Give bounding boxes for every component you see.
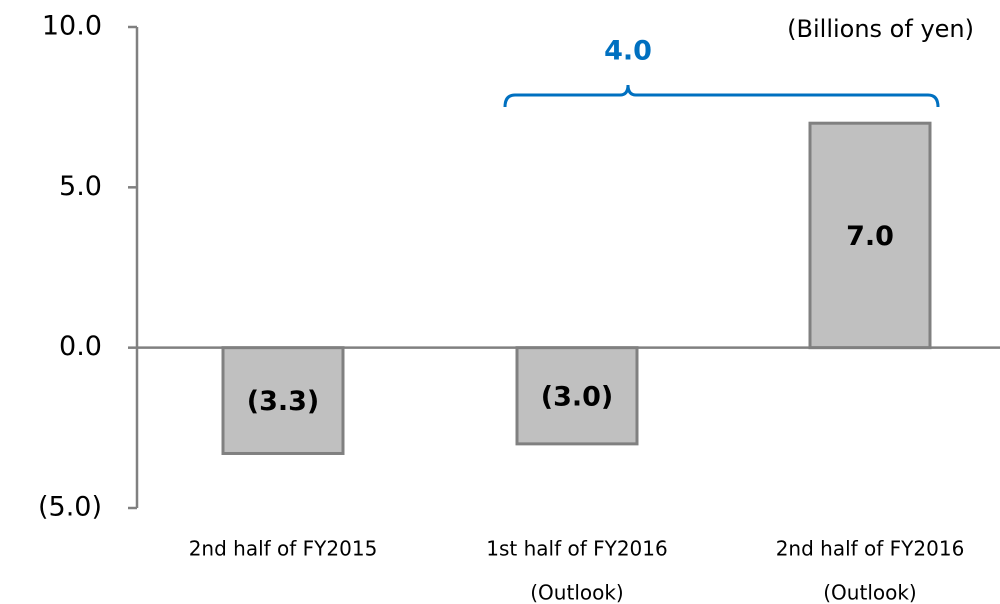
- y-tick-label: 10.0: [42, 11, 102, 42]
- x-tick-label: 2nd half of FY2016: [776, 537, 965, 561]
- x-tick-label: (Outlook): [823, 581, 916, 604]
- bar: [808, 121, 932, 350]
- x-tick-label: (Outlook): [530, 581, 623, 604]
- value-label: 7.0: [846, 221, 894, 252]
- bar: [515, 346, 639, 446]
- y-tick-label: (5.0): [38, 492, 102, 523]
- x-tick-label: 1st half of FY2016: [486, 537, 667, 561]
- y-tick-label: 5.0: [59, 171, 102, 202]
- bar: [221, 346, 345, 455]
- bracket: [503, 84, 940, 108]
- value-label: (3.0): [541, 381, 614, 412]
- unit-label: (Billions of yen): [787, 15, 974, 43]
- value-label: (3.3): [247, 386, 320, 417]
- y-tick-label: 0.0: [59, 331, 102, 362]
- x-tick-label: 2nd half of FY2015: [189, 537, 378, 561]
- annotation: 4.0: [604, 36, 652, 67]
